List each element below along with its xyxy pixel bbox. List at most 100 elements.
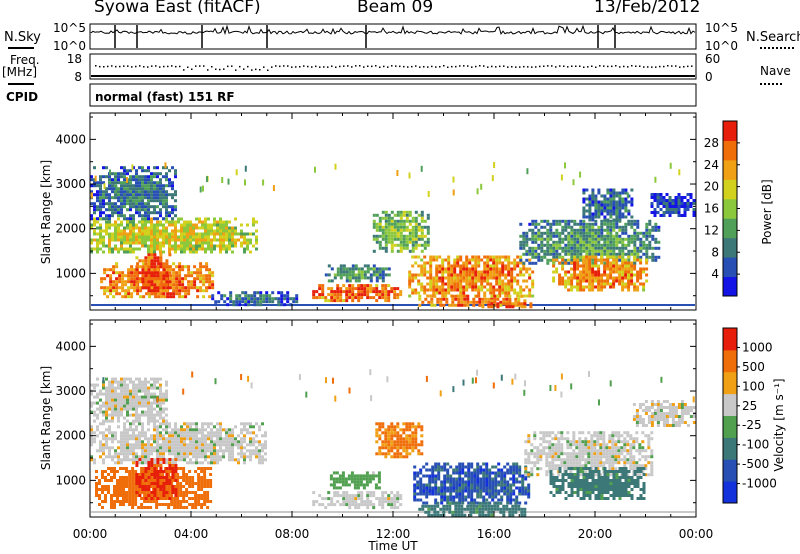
range-cell	[111, 238, 114, 242]
range-cell	[123, 229, 126, 233]
range-cell	[573, 264, 577, 268]
range-cell	[411, 243, 415, 247]
range-cell	[156, 199, 159, 203]
range-cell	[177, 247, 180, 251]
range-cell	[120, 389, 123, 393]
range-cell	[147, 202, 150, 206]
range-cell	[126, 172, 129, 176]
range-cell	[138, 232, 141, 236]
range-cell	[576, 252, 580, 256]
range-cell	[375, 279, 379, 283]
range-cell	[138, 416, 141, 420]
range-cell	[381, 279, 385, 283]
range-cell	[447, 261, 451, 265]
nave-dot	[291, 66, 293, 68]
nave-dot	[127, 65, 129, 67]
range-cell	[480, 270, 484, 274]
range-cell	[483, 270, 487, 274]
range-cell	[222, 232, 225, 236]
range-cell	[105, 226, 108, 230]
range-cell	[429, 285, 433, 289]
range-cell	[120, 452, 123, 456]
range-cell	[162, 401, 165, 405]
range-cell	[202, 283, 206, 287]
range-cell	[555, 222, 559, 226]
range-cell	[633, 255, 637, 259]
range-cell	[189, 440, 192, 444]
range-cell	[153, 292, 157, 296]
range-cell	[110, 470, 113, 473]
range-cell	[103, 271, 107, 275]
range-cell	[345, 270, 349, 274]
nave-dot	[143, 66, 145, 68]
range-cell	[96, 184, 99, 188]
range-cell	[150, 247, 153, 251]
range-cell	[207, 241, 210, 245]
range-cell	[399, 249, 403, 253]
range-cell	[93, 461, 96, 465]
range-cell	[182, 473, 186, 476]
range-cell	[510, 273, 514, 277]
range-cell	[114, 226, 117, 230]
range-cell	[603, 209, 607, 213]
range-cell	[166, 295, 170, 299]
range-cell	[481, 297, 485, 301]
range-cell	[426, 231, 430, 235]
range-cell	[630, 270, 634, 274]
range-cell	[105, 217, 108, 221]
range-cell	[213, 446, 216, 450]
nave-dot	[655, 66, 657, 68]
range-cell	[138, 479, 142, 482]
range-cell	[567, 234, 571, 238]
range-cell	[378, 234, 382, 238]
range-cell	[627, 240, 631, 244]
range-cell	[609, 240, 613, 244]
range-cell	[120, 208, 123, 212]
range-cell	[513, 291, 517, 295]
nave-dot	[635, 65, 637, 67]
range-cell	[420, 282, 424, 286]
range-cell	[253, 297, 257, 301]
range-cell	[387, 225, 391, 229]
range-cell	[384, 234, 388, 238]
range-cell	[159, 467, 163, 470]
range-cell	[221, 177, 224, 183]
range-cell	[174, 220, 177, 224]
range-cell	[114, 202, 117, 206]
range-cell	[147, 464, 151, 467]
range-cell	[522, 246, 526, 250]
range-cell	[111, 214, 114, 218]
range-cell	[540, 255, 544, 259]
range-cell	[429, 288, 433, 292]
range-cell	[115, 292, 119, 296]
range-cell	[171, 229, 174, 233]
range-cell	[131, 500, 135, 503]
range-cell	[124, 292, 128, 296]
range-cell	[204, 434, 207, 438]
range-cell	[106, 268, 110, 272]
range-cell	[582, 279, 586, 283]
range-cell	[432, 255, 436, 259]
range-cell	[117, 187, 120, 191]
range-cell	[517, 294, 521, 298]
range-cell	[203, 470, 207, 473]
range-cell	[186, 229, 189, 233]
range-cell	[414, 246, 418, 250]
range-cell	[193, 283, 197, 287]
range-cell	[363, 293, 367, 297]
range-cell	[123, 443, 126, 447]
range-cell	[414, 243, 418, 247]
range-cell	[390, 243, 394, 247]
range-cell	[165, 175, 168, 179]
nave-dot	[523, 65, 525, 68]
range-cell	[162, 419, 165, 423]
range-cell	[597, 282, 601, 286]
range-cell	[600, 212, 604, 216]
nave-dot	[547, 65, 549, 67]
range-cell	[384, 219, 388, 223]
range-cell	[432, 288, 436, 292]
range-cell	[165, 241, 168, 245]
range-cell	[93, 437, 96, 441]
range-cell	[181, 289, 185, 293]
range-cell	[126, 377, 129, 381]
